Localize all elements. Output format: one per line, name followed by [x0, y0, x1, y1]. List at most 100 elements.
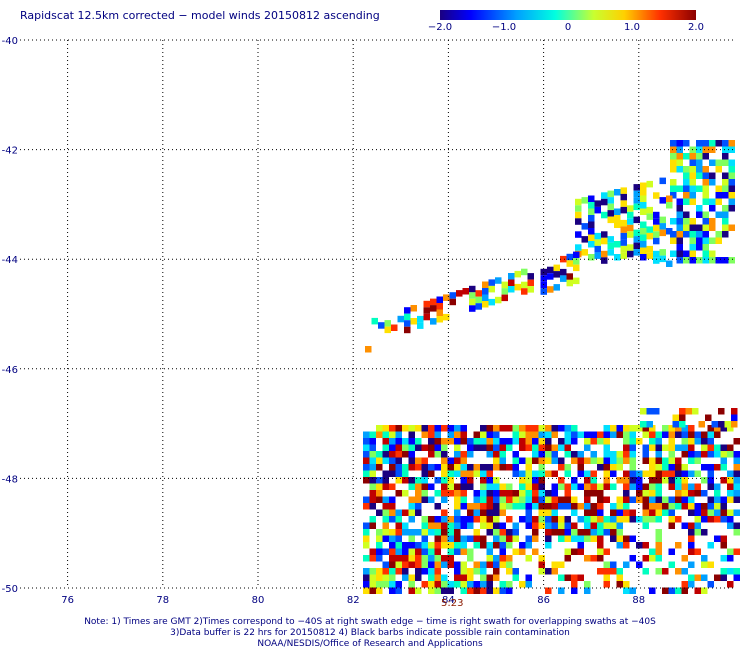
data-cell	[460, 425, 467, 432]
data-cell	[402, 464, 409, 471]
data-cell	[689, 237, 696, 244]
data-cell	[564, 425, 571, 432]
data-cell	[441, 457, 448, 464]
data-cell	[415, 457, 422, 464]
data-cell	[382, 431, 389, 438]
data-cell	[402, 438, 409, 445]
color-legend: −2.0 −1.0 0 1.0 2.0	[428, 10, 704, 33]
data-cell	[676, 185, 683, 192]
data-cell	[655, 490, 662, 497]
data-cell	[488, 298, 495, 306]
lat-tick-label: -48	[2, 474, 18, 485]
data-cell	[363, 574, 370, 581]
data-cell	[683, 166, 690, 173]
data-cell	[714, 535, 721, 542]
data-cell	[620, 239, 627, 246]
data-cell	[607, 190, 614, 198]
data-cell	[601, 198, 608, 206]
data-cell	[469, 305, 476, 312]
data-cell	[711, 421, 718, 428]
data-cell	[688, 490, 695, 497]
data-cell	[512, 529, 519, 536]
data-cell	[519, 438, 526, 445]
data-cell	[642, 509, 649, 516]
data-cell	[676, 250, 683, 257]
data-cell	[538, 483, 545, 490]
data-cell	[506, 425, 513, 432]
data-cell	[701, 529, 708, 536]
data-cell	[473, 470, 480, 477]
data-cell	[454, 568, 461, 575]
data-cell	[588, 254, 595, 261]
data-cell	[512, 425, 519, 432]
data-cell	[689, 250, 696, 257]
data-cell	[404, 307, 411, 314]
data-cell	[588, 195, 595, 202]
data-cell	[564, 470, 571, 477]
data-cell	[415, 444, 422, 451]
data-cell	[493, 483, 500, 490]
data-cell	[666, 228, 673, 235]
data-cell	[640, 202, 647, 209]
data-cell	[421, 444, 428, 451]
data-cell	[668, 516, 675, 523]
data-cell	[493, 587, 500, 594]
data-cell	[728, 185, 735, 192]
data-cell	[467, 509, 474, 516]
data-cell	[675, 431, 682, 438]
data-cell	[702, 146, 709, 153]
data-cell	[369, 444, 376, 451]
data-cell	[640, 228, 647, 235]
data-cell	[441, 444, 448, 451]
data-cell	[493, 477, 500, 484]
data-cell	[627, 211, 634, 219]
data-cell	[519, 548, 526, 555]
data-cell	[382, 574, 389, 581]
data-cell	[371, 317, 378, 325]
data-cell	[506, 568, 513, 575]
data-cell	[707, 451, 714, 458]
data-cell	[558, 438, 565, 445]
data-cell	[389, 516, 396, 523]
data-cell	[389, 581, 396, 588]
data-cell	[642, 555, 649, 562]
data-cell	[384, 326, 391, 334]
data-cell	[689, 224, 696, 231]
data-cell	[720, 451, 727, 458]
data-cell	[467, 516, 474, 523]
data-cell	[454, 470, 461, 477]
lat-tick-label: -42	[2, 146, 18, 157]
data-cell	[467, 470, 474, 477]
data-cell	[415, 503, 422, 510]
data-cell	[649, 555, 656, 562]
data-cell	[462, 288, 469, 295]
data-cell	[521, 268, 528, 276]
data-cell	[670, 146, 677, 153]
data-cell	[395, 587, 402, 594]
data-cell	[551, 561, 558, 568]
data-cell	[597, 529, 604, 536]
data-cell	[720, 503, 727, 510]
data-cell	[675, 516, 682, 523]
data-cell	[607, 210, 614, 217]
data-cell	[447, 425, 454, 432]
data-cell	[603, 568, 610, 575]
data-cell	[460, 464, 467, 471]
data-cell	[616, 451, 623, 458]
data-cell	[564, 535, 571, 542]
data-cell	[722, 146, 729, 153]
data-cell	[532, 535, 539, 542]
data-cell	[493, 509, 500, 516]
data-cell	[389, 438, 396, 445]
data-cell	[363, 503, 370, 510]
data-cell	[629, 470, 636, 477]
data-cell	[538, 568, 545, 575]
data-cell	[575, 231, 582, 238]
data-cell	[636, 542, 643, 549]
data-cell	[434, 522, 441, 529]
data-cell	[603, 457, 610, 464]
data-cell	[480, 522, 487, 529]
data-cell	[551, 490, 558, 497]
data-cell	[676, 218, 683, 225]
